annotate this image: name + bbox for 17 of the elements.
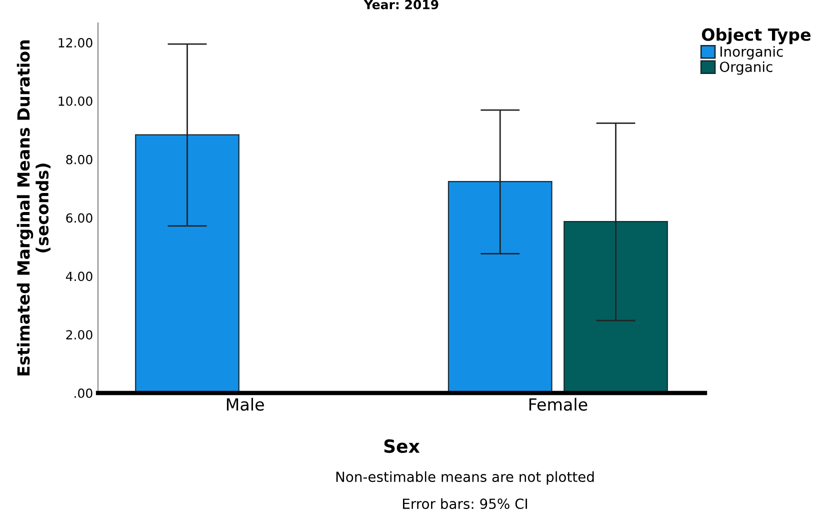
y-tick-label: 2.00	[66, 330, 92, 340]
y-tick-label: .00	[74, 388, 92, 398]
x-axis-title: Sex	[384, 439, 420, 453]
y-tick-label: 8.00	[66, 154, 92, 164]
x-tick-label: Male	[226, 398, 264, 411]
y-tick-label: 12.00	[58, 38, 92, 48]
legend-label: Inorganic	[720, 46, 783, 60]
legend-title: Object Type	[702, 28, 811, 44]
legend-label: Organic	[720, 61, 772, 75]
y-tick-label: 10.00	[58, 96, 92, 106]
text: Non-estimable means are not plotted	[336, 471, 594, 485]
x-tick-label: Female	[529, 398, 588, 411]
y-axis-title: Estimated Marginal Means Duration (seconds)	[16, 40, 51, 376]
y-tick-label: 6.00	[66, 213, 92, 223]
text: Error bars: 95% CI	[403, 498, 527, 510]
y-tick-label: 4.00	[66, 272, 92, 282]
chart-title: Year: 2019	[364, 0, 438, 10]
